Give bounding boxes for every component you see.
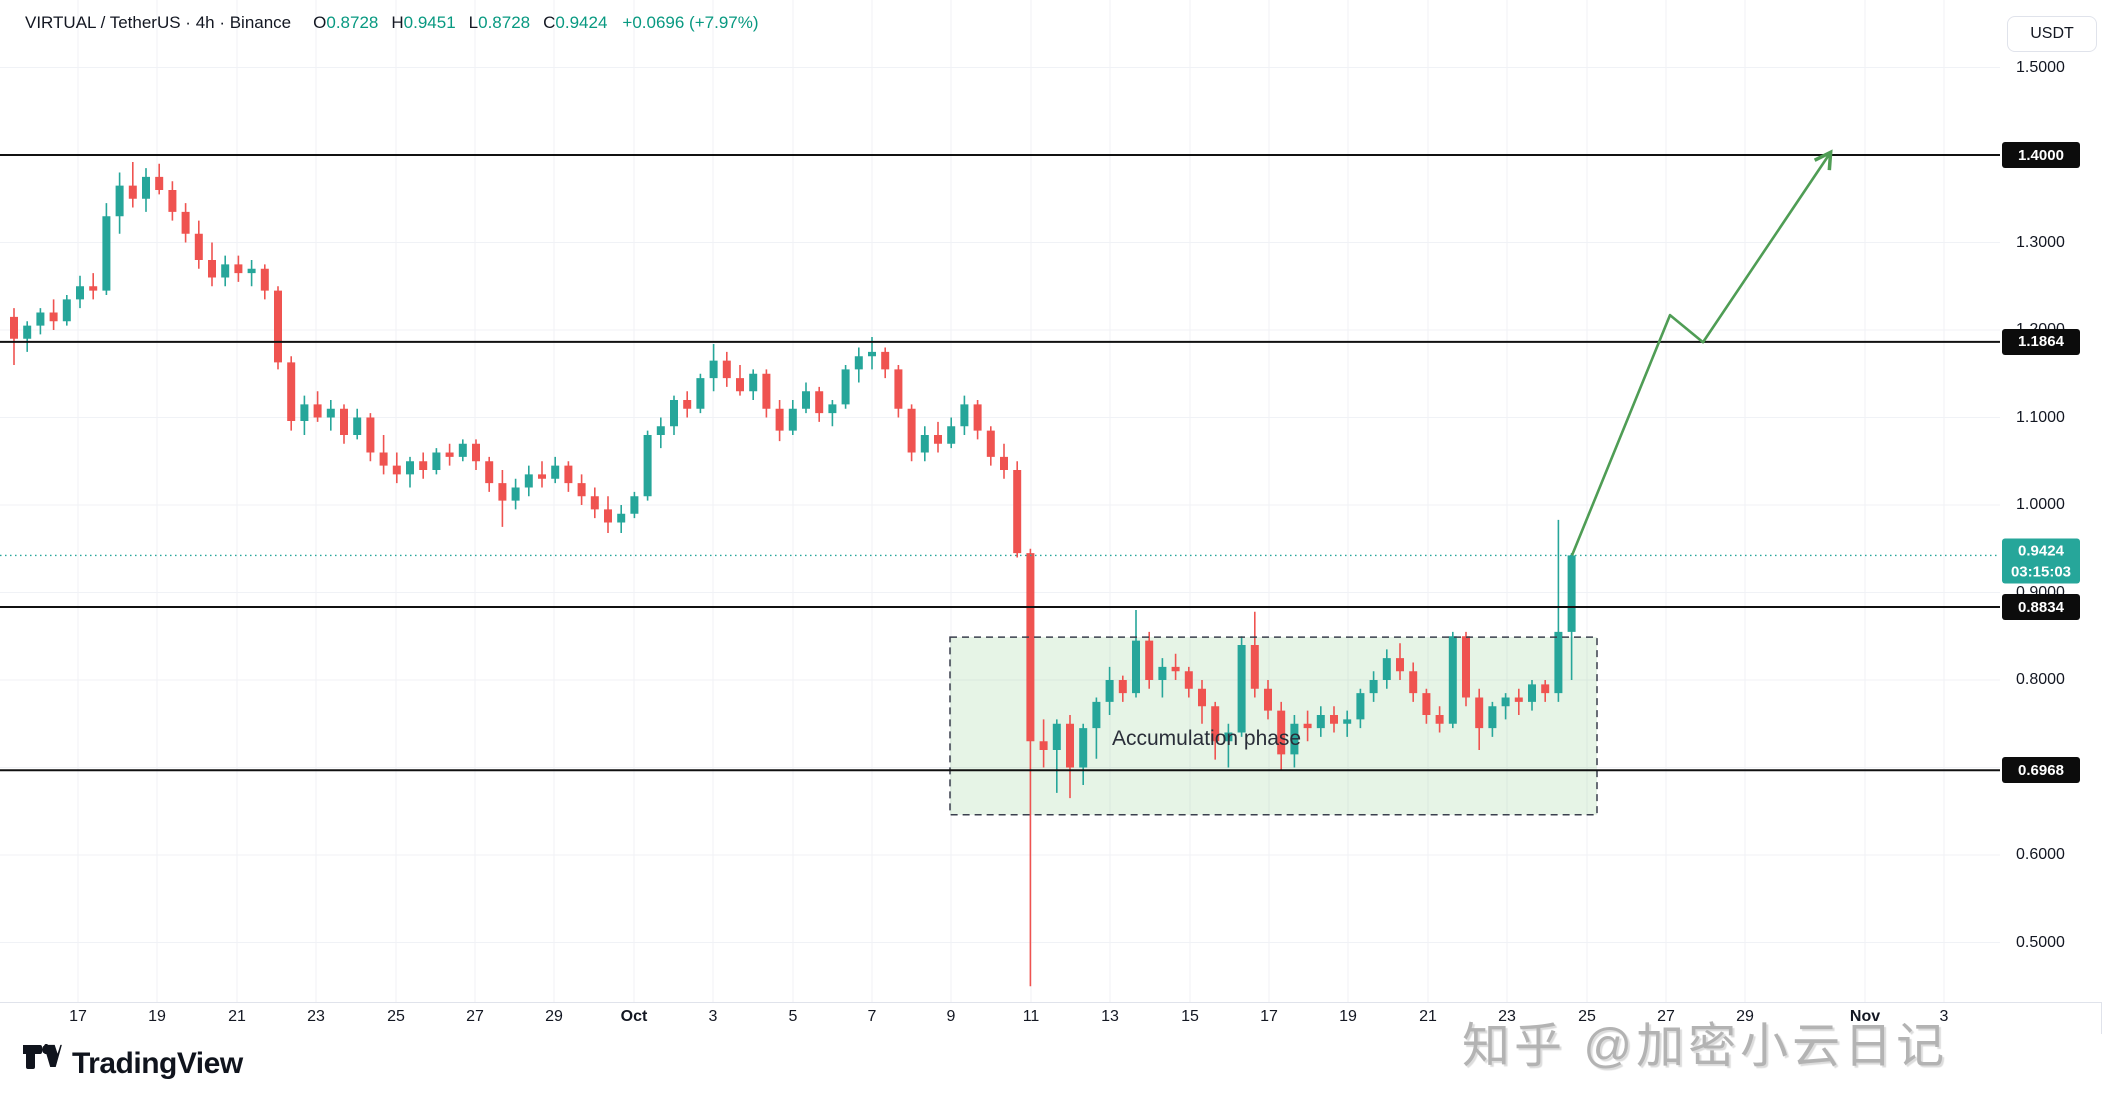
accumulation-phase-label: Accumulation phase xyxy=(1112,727,1302,751)
time-axis-label: 11 xyxy=(1022,1008,1040,1025)
price-level-badge: 1.1864 xyxy=(2002,328,2080,355)
time-axis-label: 13 xyxy=(1101,1008,1119,1025)
time-axis-label: 5 xyxy=(788,1008,798,1025)
ohlc-close: C0.9424 xyxy=(543,13,608,32)
time-axis-month-label: Oct xyxy=(620,1008,648,1025)
current-price-value: 0.9424 xyxy=(2018,542,2064,560)
time-axis-label: 7 xyxy=(867,1008,877,1025)
ohlc-values: O0.8728 H0.9451 L0.8728 C0.9424 +0.0696 (+7.… xyxy=(313,13,758,32)
price-axis-label: 1.3000 xyxy=(2016,233,2065,251)
projection-arrow[interactable] xyxy=(1570,149,1833,556)
time-axis-label: 23 xyxy=(1498,1008,1516,1025)
price-axis-label: 0.6000 xyxy=(2016,846,2065,863)
price-change-text: +0.0696 (+7.97%) xyxy=(622,13,759,32)
price-axis-label: 0.5000 xyxy=(2016,933,2065,951)
time-axis-label: 19 xyxy=(148,1008,166,1025)
price-axis-label: 0.8000 xyxy=(2016,671,2065,688)
price-axis[interactable]: 1.50001.30001.20001.10001.00000.90000.80… xyxy=(2000,0,2114,1002)
price-axis-label: 1.0000 xyxy=(2016,496,2065,513)
time-axis-label: 19 xyxy=(1339,1008,1357,1025)
time-axis-label: 17 xyxy=(1260,1008,1278,1025)
bar-countdown-timer: 03:15:03 xyxy=(2010,563,2072,581)
tradingview-logo[interactable]: TradingView xyxy=(22,1043,243,1083)
time-axis-label: 29 xyxy=(1736,1008,1754,1025)
time-axis-label: 27 xyxy=(466,1008,484,1025)
tradingview-logo-icon xyxy=(22,1043,62,1083)
price-axis-label: 1.5000 xyxy=(2016,58,2065,76)
zhihu-watermark: 知乎 @加密小云日记 xyxy=(1462,1020,1949,1073)
ohlc-open: O0.8728 xyxy=(313,13,379,32)
candlesticks xyxy=(10,162,1576,987)
time-axis-label: 27 xyxy=(1657,1008,1675,1025)
candlestick-chart[interactable] xyxy=(0,0,2014,1002)
time-axis-label: 25 xyxy=(1578,1008,1596,1025)
time-axis-label: 15 xyxy=(1181,1008,1199,1025)
time-axis-label: 25 xyxy=(387,1008,405,1025)
time-axis-label: 21 xyxy=(1419,1008,1437,1025)
price-level-badge: 0.6968 xyxy=(2002,757,2080,784)
time-axis-label: 3 xyxy=(708,1008,718,1025)
time-axis-label: 23 xyxy=(307,1008,325,1025)
time-axis-label: 17 xyxy=(69,1008,87,1025)
time-axis-label: 29 xyxy=(545,1008,563,1025)
time-axis-label: 3 xyxy=(1939,1008,1949,1025)
accumulation-box-fill[interactable] xyxy=(950,637,1597,815)
time-axis-label: 21 xyxy=(228,1008,246,1025)
price-level-badge: 1.4000 xyxy=(2002,142,2080,168)
currency-toggle-button[interactable]: USDT xyxy=(2007,16,2097,52)
current-price-badge: 0.9424 03:15:03 xyxy=(2002,538,2080,584)
time-axis-separator xyxy=(0,1002,2102,1003)
price-level-badge: 0.8834 xyxy=(2002,594,2080,621)
time-axis-label: 9 xyxy=(946,1008,956,1025)
time-axis-month-label: Nov xyxy=(1849,1008,1881,1025)
symbol-title: VIRTUAL / TetherUS · 4h · Binance xyxy=(25,13,292,32)
tradingview-logo-text: TradingView xyxy=(72,1046,243,1080)
ohlc-low: L0.8728 xyxy=(468,13,531,32)
ohlc-high: H0.9451 xyxy=(391,13,456,32)
price-axis-label: 1.1000 xyxy=(2016,408,2065,426)
accumulation-box-border[interactable] xyxy=(949,636,1598,816)
time-axis[interactable]: 17 19 21 23 25 27 29 Oct 3 5 7 9 11 13 15 17 19 21 23 25 27 2… xyxy=(0,1003,2014,1035)
symbol-info-bar: VIRTUAL / TetherUS · 4h · Binance O0.8728… xyxy=(25,13,759,33)
